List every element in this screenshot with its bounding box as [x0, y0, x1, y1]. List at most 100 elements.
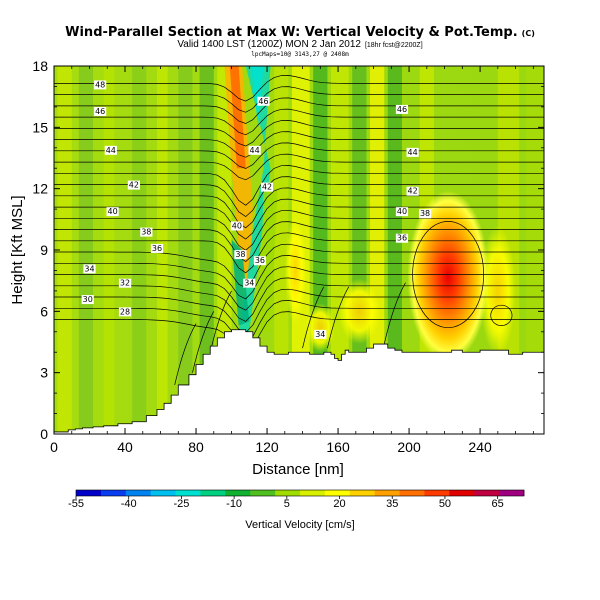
contour-label: 30 [81, 295, 94, 305]
contour-label: 48 [94, 80, 107, 90]
updraft-blob [480, 225, 516, 357]
colorbar-swatch [449, 490, 475, 496]
colorbar-tick-label: 65 [492, 498, 504, 510]
contour-label: 34 [314, 329, 327, 339]
svg-text:46: 46 [95, 107, 105, 116]
svg-text:42: 42 [262, 183, 272, 192]
y-tick-label: 0 [40, 426, 48, 442]
contour-label: 38 [140, 227, 153, 237]
svg-text:38: 38 [420, 209, 430, 218]
x-tick-label: 40 [117, 439, 133, 455]
theta-contour [54, 75, 544, 102]
wave-downdraft-core [251, 66, 264, 128]
svg-text:38: 38 [141, 228, 151, 237]
theta-contour [54, 266, 544, 311]
colorbar-swatch [200, 490, 226, 496]
y-tick-label: 3 [40, 365, 48, 381]
colorbar-swatch [100, 490, 127, 496]
theta-contour-low [383, 282, 406, 345]
svg-text:34: 34 [315, 330, 325, 339]
theta-contour [54, 277, 544, 322]
terrain [53, 329, 545, 435]
velocity-band [132, 66, 147, 434]
svg-text:36: 36 [397, 234, 407, 243]
terrain-mask [53, 329, 545, 435]
colorbar-swatch [125, 490, 152, 496]
theta-contour [54, 209, 544, 251]
theta-contour [54, 165, 544, 206]
contour-label: 34 [83, 264, 96, 274]
colorbar-tick-label: -10 [226, 498, 242, 510]
colorbar-swatch [474, 490, 500, 496]
theta-contour-closed [412, 221, 484, 329]
updraft-blob [284, 217, 307, 324]
contour-label: 36 [253, 256, 267, 266]
svg-text:42: 42 [408, 187, 418, 196]
y-tick-label: 12 [32, 181, 48, 197]
x-tick-label: 200 [397, 439, 421, 455]
colorbar: -55 -40 -25 -10 5 20 35 50 65 [68, 489, 525, 510]
velocity-band [78, 66, 94, 434]
theta-contour-low [174, 323, 197, 386]
colorbar-swatch [499, 490, 525, 496]
colorbar-tick-label: 5 [284, 498, 290, 510]
chart-subtitle: Valid 1400 LST (1200Z) MON 2 Jan 2012 [18… [177, 39, 422, 50]
theta-contour [54, 243, 544, 289]
theta-contour [54, 255, 544, 300]
contour-label: 44 [248, 145, 261, 155]
velocity-band [526, 66, 544, 434]
wave-downdraft-lobe [238, 66, 271, 332]
contour-label: 36 [150, 243, 164, 253]
colorbar-tick-label: -25 [173, 498, 189, 510]
svg-text:40: 40 [107, 207, 117, 216]
y-tick-label: 6 [40, 303, 48, 319]
theta-contour [54, 198, 544, 240]
contour-label: 42 [406, 186, 419, 196]
contour-labels: 4846444240383634323028464442403836343446… [81, 80, 432, 339]
contour-label: 46 [94, 106, 107, 116]
theta-contour [54, 221, 544, 262]
x-axis-label: Distance [nm] [252, 461, 344, 478]
svg-text:30: 30 [83, 295, 93, 304]
colorbar-swatch [374, 490, 400, 496]
x-tick-label: 80 [188, 439, 204, 455]
colorbar-swatch [424, 490, 450, 496]
theta-contour [54, 300, 544, 345]
svg-text:44: 44 [408, 148, 418, 157]
colorbar-swatch [150, 490, 176, 496]
x-tick-label: 120 [255, 439, 279, 455]
contour-label: 38 [418, 209, 432, 219]
y-tick-label: 15 [32, 119, 48, 135]
colorbar-label: Vertical Velocity [cm/s] [245, 519, 354, 531]
lee-downdraft [231, 239, 250, 326]
colorbar-swatch [275, 490, 301, 496]
svg-text:36: 36 [255, 256, 265, 265]
theta-contours [54, 75, 544, 386]
colorbar-swatch [349, 490, 376, 496]
contour-label: 28 [118, 307, 132, 317]
contour-label: 32 [118, 278, 132, 288]
svg-text:38: 38 [235, 250, 245, 259]
theta-contour [54, 97, 544, 124]
colorbar-swatch [250, 490, 276, 496]
colorbar-tick-label: 50 [439, 498, 451, 510]
velocity-band [387, 66, 402, 434]
contour-label: 36 [395, 233, 409, 243]
svg-text:48: 48 [95, 80, 105, 89]
velocity-band [199, 66, 214, 434]
theta-contour [54, 142, 544, 169]
velocity-field [54, 66, 544, 434]
contour-label: 40 [230, 221, 243, 231]
wave-updraft-core [229, 66, 246, 169]
svg-text:40: 40 [232, 221, 242, 230]
x-tick-label: 0 [50, 439, 58, 455]
theta-contour [54, 86, 544, 113]
theta-contour-small [490, 304, 513, 326]
contour-label: 42 [127, 180, 140, 190]
contour-label: 40 [106, 207, 119, 217]
contour-label: 46 [395, 104, 409, 114]
svg-text:34: 34 [84, 264, 94, 273]
theta-contour-low [209, 290, 232, 353]
